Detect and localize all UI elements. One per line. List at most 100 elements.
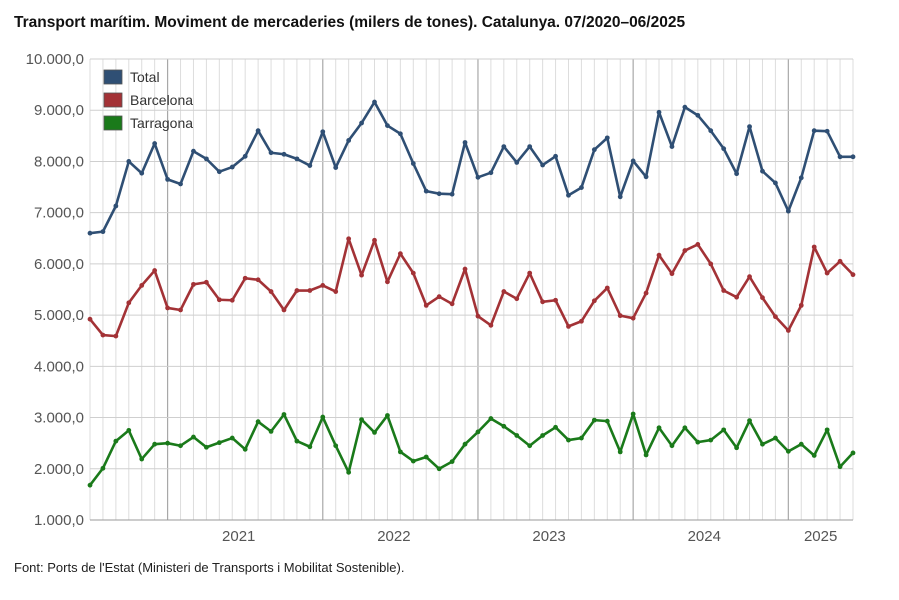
data-point [203, 279, 209, 285]
data-point [346, 469, 352, 475]
data-point [268, 150, 274, 156]
data-point [591, 417, 597, 423]
data-point [475, 313, 481, 319]
data-point [191, 148, 196, 154]
data-point [139, 170, 145, 176]
data-point [837, 154, 843, 160]
data-point [501, 423, 507, 429]
data-point [747, 418, 752, 424]
data-point [423, 188, 429, 194]
data-point [191, 434, 196, 440]
data-point [669, 144, 675, 149]
data-point [760, 441, 765, 447]
data-point [397, 449, 403, 455]
y-tick-label: 5.000,0 [34, 307, 84, 324]
data-point [773, 180, 778, 186]
y-tick-label: 4.000,0 [34, 358, 84, 375]
data-point [320, 414, 326, 420]
data-point [747, 274, 752, 280]
legend-label: Total [130, 69, 160, 85]
data-point [216, 297, 222, 303]
y-tick-label: 7.000,0 [34, 205, 84, 222]
data-point [203, 444, 209, 450]
y-tick-label: 9.000,0 [34, 102, 84, 119]
data-point [410, 458, 416, 464]
data-point [268, 289, 274, 294]
data-point [320, 283, 326, 288]
data-point [553, 424, 558, 430]
data-point [100, 229, 106, 235]
data-point [682, 104, 688, 110]
data-point [423, 454, 429, 460]
data-point [591, 298, 597, 304]
data-point [397, 131, 403, 137]
data-point [630, 411, 636, 417]
data-point [294, 288, 300, 293]
data-point [178, 181, 183, 187]
data-point [242, 275, 248, 281]
data-point [837, 258, 843, 264]
series-group [87, 99, 856, 488]
x-tick-label: 2024 [688, 528, 721, 545]
data-point [617, 449, 623, 455]
data-point [824, 128, 830, 134]
x-tick-label: 2023 [532, 528, 565, 545]
data-point [643, 174, 649, 180]
data-point [760, 295, 765, 301]
data-point [811, 128, 817, 134]
data-point [630, 315, 636, 321]
axes: 1.000,0 2.000,0 3.000,0 4.000,0 5.000,0 6.000… [26, 51, 853, 545]
data-point [372, 99, 377, 105]
data-point [139, 283, 145, 288]
data-point [152, 268, 158, 273]
data-point [760, 168, 765, 174]
data-point [178, 307, 183, 313]
data-point [385, 279, 390, 285]
data-point [359, 272, 364, 278]
data-point [113, 203, 119, 209]
x-tick-label: 2021 [222, 528, 255, 545]
data-point [462, 140, 468, 145]
data-point [721, 288, 727, 293]
data-point [579, 185, 584, 190]
data-point [216, 169, 222, 175]
data-point [359, 417, 364, 423]
legend-swatch [103, 115, 123, 131]
data-point [566, 192, 571, 198]
data-point [488, 322, 494, 328]
data-point [281, 412, 287, 417]
data-point [708, 437, 714, 443]
data-point [242, 153, 248, 159]
data-point [695, 439, 701, 445]
data-point [113, 333, 119, 339]
data-point [462, 266, 468, 272]
data-point [566, 437, 571, 443]
data-point [320, 129, 326, 135]
data-point [255, 277, 261, 283]
data-point [87, 482, 93, 488]
chart-title: Transport marítim. Moviment de mercaderi… [14, 14, 686, 31]
data-point [721, 146, 727, 152]
data-point [643, 290, 649, 296]
data-point [824, 427, 830, 433]
data-point [811, 453, 817, 458]
data-point [423, 302, 429, 308]
data-point [268, 428, 274, 434]
data-point [372, 237, 377, 243]
data-point [798, 175, 804, 181]
data-point [682, 248, 688, 253]
data-point [385, 413, 390, 418]
y-tick-label: 8.000,0 [34, 153, 84, 170]
y-tick-label: 1.000,0 [34, 512, 84, 529]
data-point [734, 445, 740, 451]
data-point [708, 128, 714, 134]
data-point [643, 452, 649, 458]
data-point [165, 305, 170, 311]
data-point [773, 314, 778, 320]
data-point [346, 138, 352, 143]
data-point [695, 242, 701, 247]
data-point [229, 164, 235, 170]
series-line-0 [88, 100, 855, 235]
data-point [307, 288, 313, 293]
